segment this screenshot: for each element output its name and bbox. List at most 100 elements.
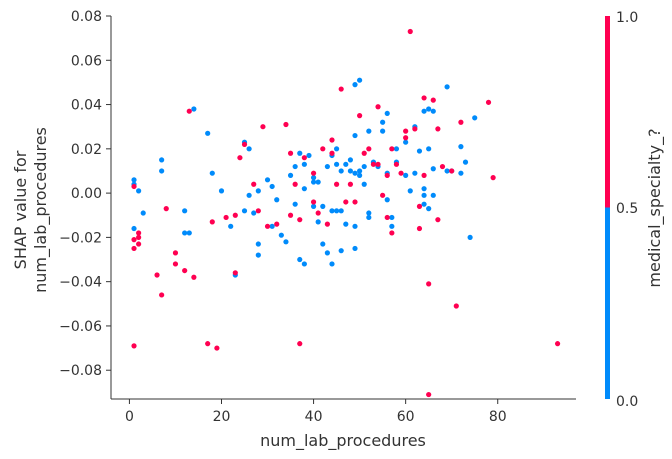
- scatter-point-low: [310, 175, 317, 181]
- scatter-point-low: [209, 170, 215, 176]
- scatter-point-high: [310, 199, 317, 205]
- y-tick-label: 0.00: [71, 186, 102, 202]
- x-tick-label: 60: [397, 409, 415, 425]
- scatter-point-high: [357, 113, 363, 119]
- scatter-point-low: [255, 241, 261, 247]
- scatter-point-high: [389, 146, 395, 152]
- scatter-point-high: [159, 292, 165, 298]
- scatter-point-high: [264, 223, 271, 229]
- scatter-point-low: [292, 163, 298, 170]
- scatter-point-low: [444, 84, 450, 90]
- scatter-point-low: [421, 186, 427, 192]
- scatter-point-low: [131, 177, 137, 183]
- scatter-point-high: [287, 212, 294, 218]
- scatter-point-low: [380, 128, 386, 134]
- scatter-point-high: [154, 272, 160, 278]
- scatter-point-low: [140, 210, 146, 216]
- scatter-point-low: [333, 161, 340, 167]
- scatter-point-high: [453, 303, 459, 309]
- scatter-point-low: [301, 186, 307, 192]
- scatter-point-low: [403, 172, 409, 178]
- scatter-point-low: [403, 139, 409, 145]
- scatter-point-low: [324, 163, 330, 170]
- scatter-point-low: [324, 250, 330, 256]
- scatter-point-high: [136, 241, 142, 247]
- scatter-point-low: [467, 234, 473, 240]
- scatter-point-low: [338, 168, 344, 174]
- scatter-point-low: [426, 106, 432, 112]
- scatter-point-low: [426, 146, 432, 152]
- scatter-point-high: [435, 126, 441, 132]
- scatter-point-low: [218, 188, 225, 194]
- scatter-point-low: [228, 223, 234, 229]
- scatter-point-high: [251, 181, 257, 187]
- scatter-point-high: [232, 270, 238, 276]
- scatter-point-low: [333, 208, 340, 214]
- scatter-point-high: [361, 150, 367, 156]
- scatter-point-low: [292, 201, 298, 207]
- scatter-point-low: [384, 197, 390, 203]
- scatter-point-high: [412, 126, 418, 132]
- scatter-point-high: [375, 161, 381, 167]
- y-tick-label: −0.02: [59, 230, 102, 246]
- scatter-point-low: [407, 188, 413, 194]
- scatter-point-high: [426, 281, 432, 287]
- scatter-point-high: [375, 104, 381, 110]
- colorbar-title: medical_specialty_?: [645, 128, 665, 287]
- scatter-point-low: [430, 166, 436, 172]
- y-tick-label: 0.08: [71, 9, 102, 25]
- x-tick-label: 80: [489, 409, 507, 425]
- scatter-point-low: [384, 110, 390, 117]
- scatter-point-high: [214, 345, 220, 351]
- scatter-point-high: [301, 155, 307, 161]
- x-tick-label: 40: [305, 409, 323, 425]
- scatter-point-high: [260, 124, 266, 130]
- x-axis-title: num_lab_procedures: [260, 431, 426, 451]
- scatter-point-high: [297, 341, 303, 347]
- scatter-point-low: [366, 210, 372, 216]
- scatter-point-high: [131, 343, 137, 349]
- scatter-point-high: [416, 203, 423, 209]
- scatter-point-high: [398, 170, 404, 176]
- scatter-point-high: [403, 135, 409, 141]
- scatter-point-high: [191, 274, 197, 280]
- scatter-point-high: [131, 183, 137, 190]
- scatter-point-high: [297, 217, 303, 223]
- scatter-point-high: [403, 128, 409, 134]
- scatter-point-low: [159, 168, 165, 174]
- scatter-point-high: [324, 221, 330, 227]
- scatter-point-high: [416, 225, 423, 232]
- y-tick-label: −0.06: [59, 319, 102, 335]
- scatter-point-low: [329, 208, 335, 214]
- scatter-point-low: [366, 128, 372, 134]
- x-axis-ticks: 0 20 40 60 80: [125, 399, 507, 425]
- scatter-point-low: [366, 214, 372, 221]
- scatter-point-low: [389, 223, 395, 229]
- scatter-point-low: [352, 132, 358, 139]
- scatter-point-low: [283, 239, 289, 245]
- scatter-point-low: [421, 201, 427, 207]
- scatter-point-high: [458, 119, 464, 125]
- scatter-point-low: [301, 261, 307, 267]
- scatter-point-high: [320, 146, 326, 152]
- scatter-point-high: [223, 214, 229, 221]
- scatter-point-low: [352, 245, 358, 252]
- y-tick-label: −0.08: [59, 363, 102, 379]
- scatter-point-high: [182, 267, 188, 274]
- scatter-point-high: [333, 181, 340, 187]
- scatter-point-high: [347, 181, 354, 187]
- scatter-point-low: [251, 210, 257, 216]
- scatter-point-low: [352, 223, 358, 229]
- scatter-point-high: [136, 234, 142, 240]
- scatter-point-low: [357, 172, 363, 178]
- scatter-point-low: [338, 208, 344, 214]
- scatter-point-low: [269, 223, 275, 229]
- scatter-point-high: [292, 181, 298, 187]
- scatter-point-high: [329, 137, 335, 143]
- scatter-point-low: [264, 177, 271, 183]
- scatter-point-high: [237, 155, 243, 161]
- scatter-point-high: [329, 150, 335, 156]
- scatter-point-high: [205, 341, 211, 347]
- scatter-point-low: [287, 172, 294, 178]
